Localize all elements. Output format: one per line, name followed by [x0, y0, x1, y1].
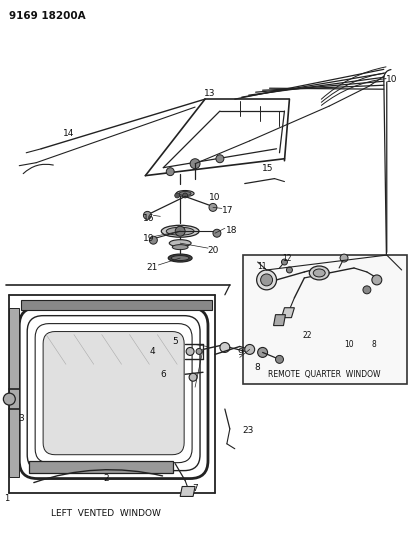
Circle shape — [216, 155, 224, 163]
Ellipse shape — [169, 240, 191, 247]
Circle shape — [261, 274, 272, 286]
Polygon shape — [282, 308, 294, 318]
Ellipse shape — [309, 266, 329, 280]
Circle shape — [196, 349, 202, 354]
Ellipse shape — [171, 256, 189, 261]
Text: 10: 10 — [386, 75, 397, 84]
Text: LEFT  VENTED  WINDOW: LEFT VENTED WINDOW — [51, 509, 161, 518]
Text: 8: 8 — [255, 363, 261, 372]
Text: 13: 13 — [204, 88, 216, 98]
Bar — [29, 461, 173, 473]
Circle shape — [282, 259, 287, 265]
Circle shape — [275, 356, 284, 364]
Circle shape — [363, 286, 371, 294]
Text: 3: 3 — [18, 415, 24, 423]
Ellipse shape — [168, 254, 192, 262]
Text: 2: 2 — [103, 474, 109, 483]
Circle shape — [143, 212, 151, 219]
Circle shape — [166, 168, 174, 175]
Text: 15: 15 — [262, 164, 273, 173]
Circle shape — [3, 393, 15, 405]
Text: 12: 12 — [283, 254, 292, 263]
Circle shape — [340, 254, 348, 262]
Text: 1: 1 — [4, 494, 9, 503]
Circle shape — [258, 348, 268, 358]
Ellipse shape — [313, 269, 325, 277]
FancyBboxPatch shape — [43, 332, 184, 455]
Ellipse shape — [179, 191, 191, 196]
Polygon shape — [274, 314, 286, 326]
Circle shape — [286, 267, 292, 273]
Text: 8: 8 — [372, 340, 376, 349]
Text: 5: 5 — [172, 337, 178, 346]
Text: 22: 22 — [302, 331, 312, 340]
Bar — [243, 255, 406, 384]
Bar — [9, 308, 19, 477]
Ellipse shape — [161, 225, 199, 237]
Text: 23: 23 — [242, 426, 254, 435]
Text: 9: 9 — [237, 348, 242, 357]
Circle shape — [186, 348, 194, 356]
Text: 14: 14 — [63, 130, 75, 139]
Circle shape — [246, 345, 254, 353]
Circle shape — [209, 204, 217, 212]
Circle shape — [175, 227, 185, 236]
Text: REMOTE  QUARTER  WINDOW: REMOTE QUARTER WINDOW — [268, 370, 381, 379]
Circle shape — [190, 159, 200, 168]
Text: 18: 18 — [226, 226, 238, 235]
Circle shape — [213, 229, 221, 237]
Ellipse shape — [172, 245, 188, 249]
Bar — [21, 300, 212, 310]
Polygon shape — [180, 487, 195, 496]
Circle shape — [245, 344, 255, 354]
Text: 7: 7 — [192, 484, 198, 493]
Circle shape — [220, 343, 230, 352]
Circle shape — [182, 193, 188, 198]
Text: 20: 20 — [207, 246, 219, 255]
Text: 10: 10 — [344, 340, 354, 349]
Text: 6: 6 — [160, 370, 166, 379]
Text: 17: 17 — [222, 206, 233, 215]
Text: 10: 10 — [209, 193, 221, 202]
Circle shape — [175, 193, 180, 198]
Circle shape — [149, 236, 157, 244]
Text: 16: 16 — [143, 214, 154, 223]
Ellipse shape — [166, 227, 194, 235]
Ellipse shape — [176, 190, 194, 197]
Text: 9169 18200A: 9169 18200A — [9, 11, 86, 21]
Circle shape — [372, 275, 382, 285]
Circle shape — [256, 270, 277, 290]
Text: 4: 4 — [150, 347, 155, 356]
Text: 21: 21 — [147, 263, 158, 272]
Circle shape — [189, 373, 197, 381]
Text: 19: 19 — [143, 233, 154, 243]
Text: 11: 11 — [257, 262, 266, 271]
